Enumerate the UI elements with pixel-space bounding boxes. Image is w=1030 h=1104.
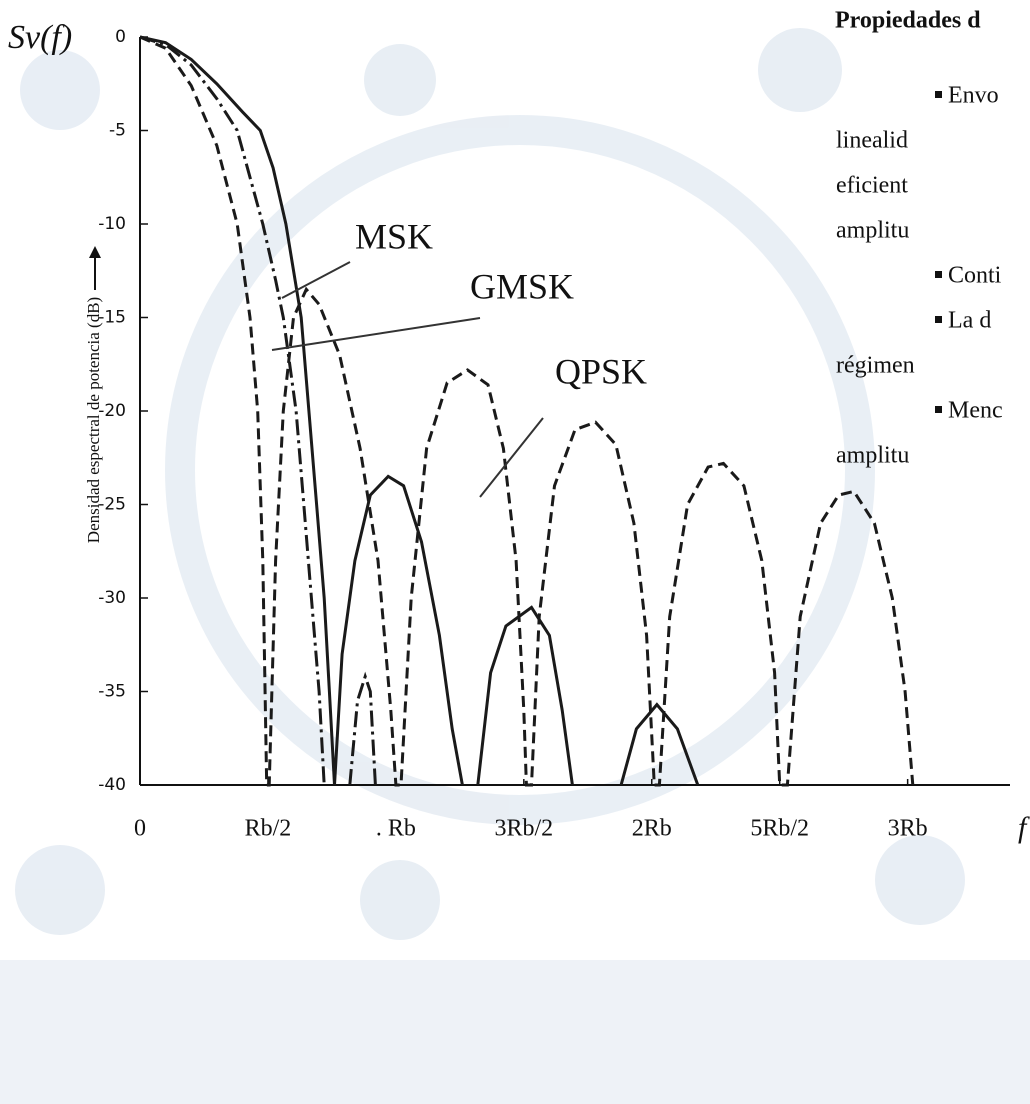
bullet — [935, 91, 942, 98]
leader-line — [271, 317, 481, 351]
y-tick-label: -35 — [98, 682, 126, 702]
bullet — [935, 406, 942, 413]
x-tick-label: 0 — [134, 816, 146, 842]
x-tick-label: 5Rb/2 — [750, 816, 809, 842]
side-text: amplitu — [836, 443, 909, 469]
bullet — [935, 316, 942, 323]
y-tick-label: -20 — [98, 401, 126, 421]
leader-line — [281, 261, 351, 299]
series-label: MSK — [355, 216, 433, 256]
watermark — [0, 28, 1030, 1104]
x-tick-label: 2Rb — [632, 816, 672, 842]
series-label: QPSK — [555, 351, 647, 391]
leader-line — [479, 417, 544, 498]
side-text: linealid — [836, 128, 908, 154]
side-text: Menc — [948, 398, 1003, 424]
y-tick-label: -5 — [109, 121, 126, 141]
bullet — [935, 271, 942, 278]
side-text: Conti — [948, 263, 1002, 289]
y-tick-label: -15 — [98, 308, 126, 328]
x-tick-label: 3Rb/2 — [494, 816, 553, 842]
y-tick-label: -25 — [98, 495, 126, 515]
series-line — [139, 35, 377, 786]
series-label: GMSK — [470, 266, 574, 306]
series-line — [139, 35, 915, 787]
series-line — [139, 35, 700, 786]
side-text: amplitu — [836, 218, 909, 244]
x-tick-label: . Rb — [376, 816, 416, 842]
x-tick-label: 3Rb — [888, 816, 928, 842]
x-axis-title: f — [1018, 811, 1030, 844]
x-tick-label: Rb/2 — [245, 816, 292, 842]
y-tick-label: -10 — [98, 214, 126, 234]
side-text: La d — [948, 308, 991, 334]
side-text: eficient — [836, 173, 908, 199]
y-tick-label: -40 — [98, 775, 126, 795]
y-tick-label: -30 — [98, 588, 126, 608]
side-text: Envo — [948, 83, 999, 109]
y-symbol: Sv(f) — [8, 19, 72, 56]
y-tick-label: 0 — [115, 27, 126, 47]
side-heading: Propiedades d — [835, 8, 981, 34]
y-arrow-head — [89, 246, 101, 258]
side-text: régimen — [836, 353, 915, 379]
y-axis-title: Densidad espectral de potencia (dB) — [84, 297, 103, 543]
